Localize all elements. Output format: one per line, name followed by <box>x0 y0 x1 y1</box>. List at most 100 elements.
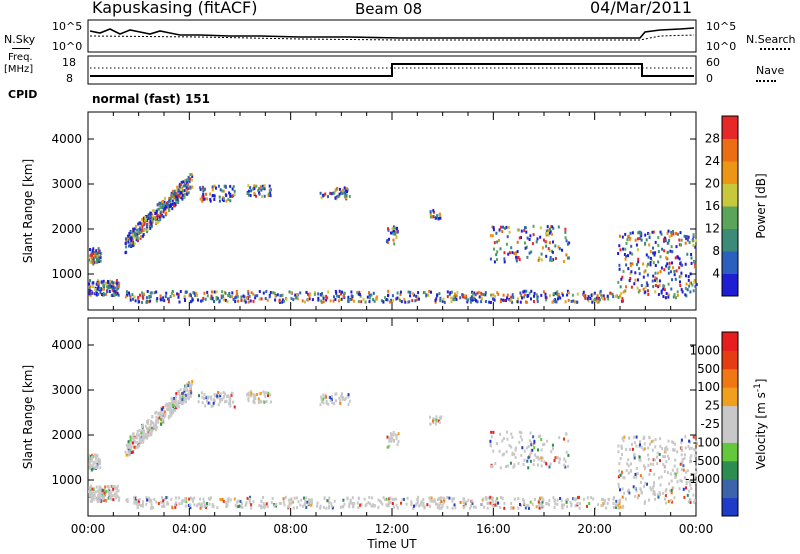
data-cell <box>115 279 118 283</box>
data-cell <box>524 246 527 250</box>
data-cell <box>639 440 641 444</box>
data-cell <box>91 252 94 255</box>
data-cell <box>202 188 205 192</box>
data-cell <box>387 228 390 232</box>
data-cell <box>210 397 213 401</box>
data-cell <box>197 298 199 302</box>
colorbar-segment <box>722 161 738 184</box>
data-cell <box>626 238 629 242</box>
data-cell <box>325 294 328 298</box>
data-cell <box>665 488 668 491</box>
data-cell <box>296 293 299 296</box>
data-cell <box>652 439 655 443</box>
data-cell <box>137 222 140 226</box>
data-cell <box>139 293 141 297</box>
data-cell <box>377 505 380 509</box>
data-cell <box>409 294 412 298</box>
data-cell <box>229 194 232 198</box>
data-cell <box>532 224 535 228</box>
data-cell <box>649 256 652 260</box>
data-cell <box>233 189 236 193</box>
data-cell <box>672 230 674 233</box>
data-cell <box>170 402 173 406</box>
data-cell <box>91 249 94 253</box>
data-cell <box>499 505 502 509</box>
data-cell <box>652 246 654 250</box>
data-cell <box>376 295 379 299</box>
data-cell <box>506 437 509 441</box>
data-cell <box>619 285 622 289</box>
data-cell <box>141 437 144 441</box>
data-cell <box>180 402 183 406</box>
data-cell <box>308 498 311 502</box>
data-cell <box>171 290 174 293</box>
data-cell <box>689 480 692 484</box>
data-cell <box>393 242 396 246</box>
data-cell <box>180 196 183 200</box>
data-cell <box>193 496 196 500</box>
data-cell <box>656 455 659 459</box>
data-cell <box>654 493 656 497</box>
data-cell <box>501 230 504 233</box>
data-cell <box>163 208 166 212</box>
data-cell <box>647 289 649 293</box>
data-cell <box>530 451 533 455</box>
data-cell <box>690 454 693 458</box>
data-cell <box>611 292 614 296</box>
data-cell <box>351 297 354 301</box>
data-cell <box>240 505 243 509</box>
data-cell <box>657 250 660 254</box>
data-cell <box>665 445 668 449</box>
data-cell <box>135 238 138 242</box>
data-cell <box>659 230 662 234</box>
data-cell <box>584 296 587 300</box>
data-cell <box>169 199 172 203</box>
data-cell <box>562 260 565 263</box>
data-cell <box>657 293 660 296</box>
data-cell <box>224 184 227 188</box>
data-cell <box>182 184 185 188</box>
data-cell <box>215 297 218 301</box>
data-cell <box>615 505 618 509</box>
data-cell <box>110 497 113 501</box>
data-cell <box>146 498 149 502</box>
data-cell <box>92 488 95 492</box>
data-cell <box>261 184 264 188</box>
data-cell <box>462 501 465 504</box>
data-cell <box>499 247 502 251</box>
data-cell <box>659 270 662 274</box>
data-cell <box>395 437 398 441</box>
data-cell <box>545 229 548 233</box>
data-cell <box>217 296 219 300</box>
data-cell <box>175 394 177 398</box>
data-cell <box>516 228 519 232</box>
data-cell <box>257 401 260 405</box>
data-cell <box>690 256 693 260</box>
data-cell <box>107 284 110 288</box>
data-cell <box>685 482 688 486</box>
data-cell <box>625 448 628 452</box>
data-cell <box>331 506 334 510</box>
data-cell <box>328 504 331 508</box>
data-cell <box>370 293 373 297</box>
data-cell <box>149 423 152 427</box>
data-cell <box>193 291 196 295</box>
colorbar-label: Power [dB] <box>754 173 768 238</box>
data-cell <box>169 203 172 206</box>
data-cell <box>198 394 200 398</box>
data-cell <box>562 503 565 507</box>
data-cell <box>330 192 333 196</box>
data-cell <box>509 299 512 303</box>
data-cell <box>386 435 389 439</box>
data-cell <box>430 496 433 500</box>
data-cell <box>175 195 177 199</box>
data-cell <box>129 244 132 248</box>
data-cell <box>136 237 139 241</box>
data-cell <box>177 295 180 299</box>
data-cell <box>141 433 144 437</box>
data-cell <box>202 198 205 202</box>
data-cell <box>388 237 390 241</box>
data-cell <box>680 453 683 457</box>
data-cell <box>351 496 354 500</box>
data-cell <box>331 394 333 398</box>
